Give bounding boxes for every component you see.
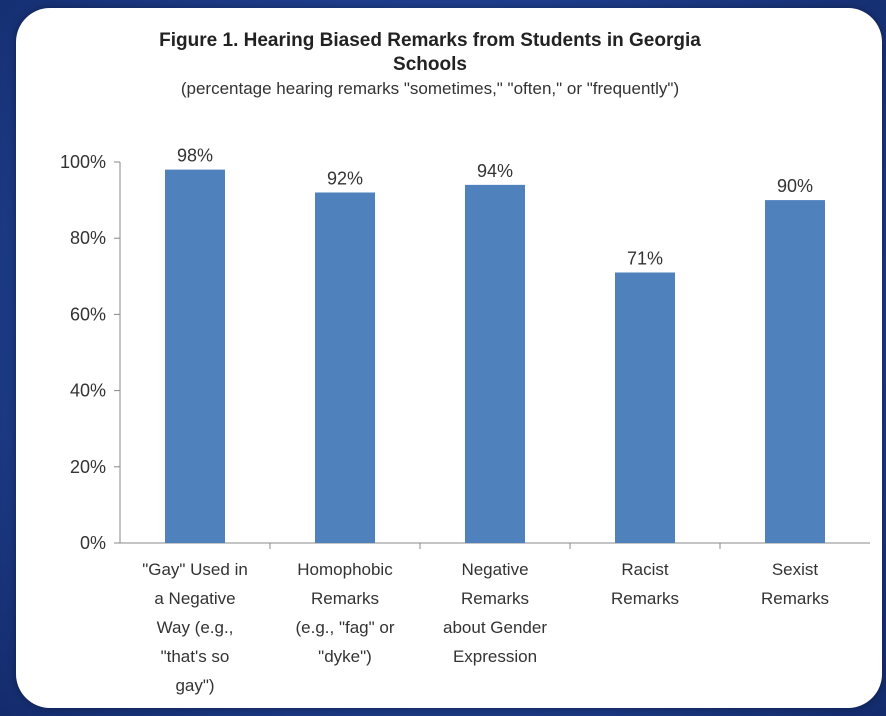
data-label: 71%	[627, 248, 663, 268]
y-tick-label: 100%	[60, 152, 106, 172]
chart-subtitle: (percentage hearing remarks "sometimes,"…	[180, 79, 680, 98]
data-label: 98%	[177, 146, 213, 166]
chart-title: Figure 1. Hearing Biased Remarks from St…	[159, 30, 701, 75]
y-tick-label: 80%	[70, 228, 106, 248]
data-label: 90%	[777, 176, 813, 196]
category-label: Homophobic Remarks (e.g., "fag" or "dyke")	[295, 560, 394, 666]
data-label: 92%	[327, 168, 363, 188]
chart-labels: 98% "Gay" Used in a Negative Way (e.g., "tha…	[142, 146, 829, 695]
category-label: "Gay" Used in a Negative Way (e.g., "that's…	[142, 560, 248, 695]
chart-panel	[16, 8, 882, 708]
bar	[315, 192, 375, 544]
category-label: Sexist Remarks	[761, 560, 829, 608]
bar	[465, 184, 525, 544]
y-tick-label: 20%	[70, 457, 106, 477]
category-label: Negative Remarks about Gender Expression	[443, 560, 547, 666]
chart-bars	[165, 169, 825, 544]
bar	[765, 200, 825, 543]
bar	[165, 169, 225, 543]
category-label: Racist Remarks	[611, 560, 679, 608]
bar	[615, 272, 675, 543]
y-tick-label: 0%	[80, 533, 106, 553]
data-label: 94%	[477, 161, 513, 181]
y-tick-label: 40%	[70, 381, 106, 401]
chart-axes: 0% 20% 40% 60% 80% 100%	[60, 152, 870, 553]
y-tick-label: 60%	[70, 304, 106, 324]
